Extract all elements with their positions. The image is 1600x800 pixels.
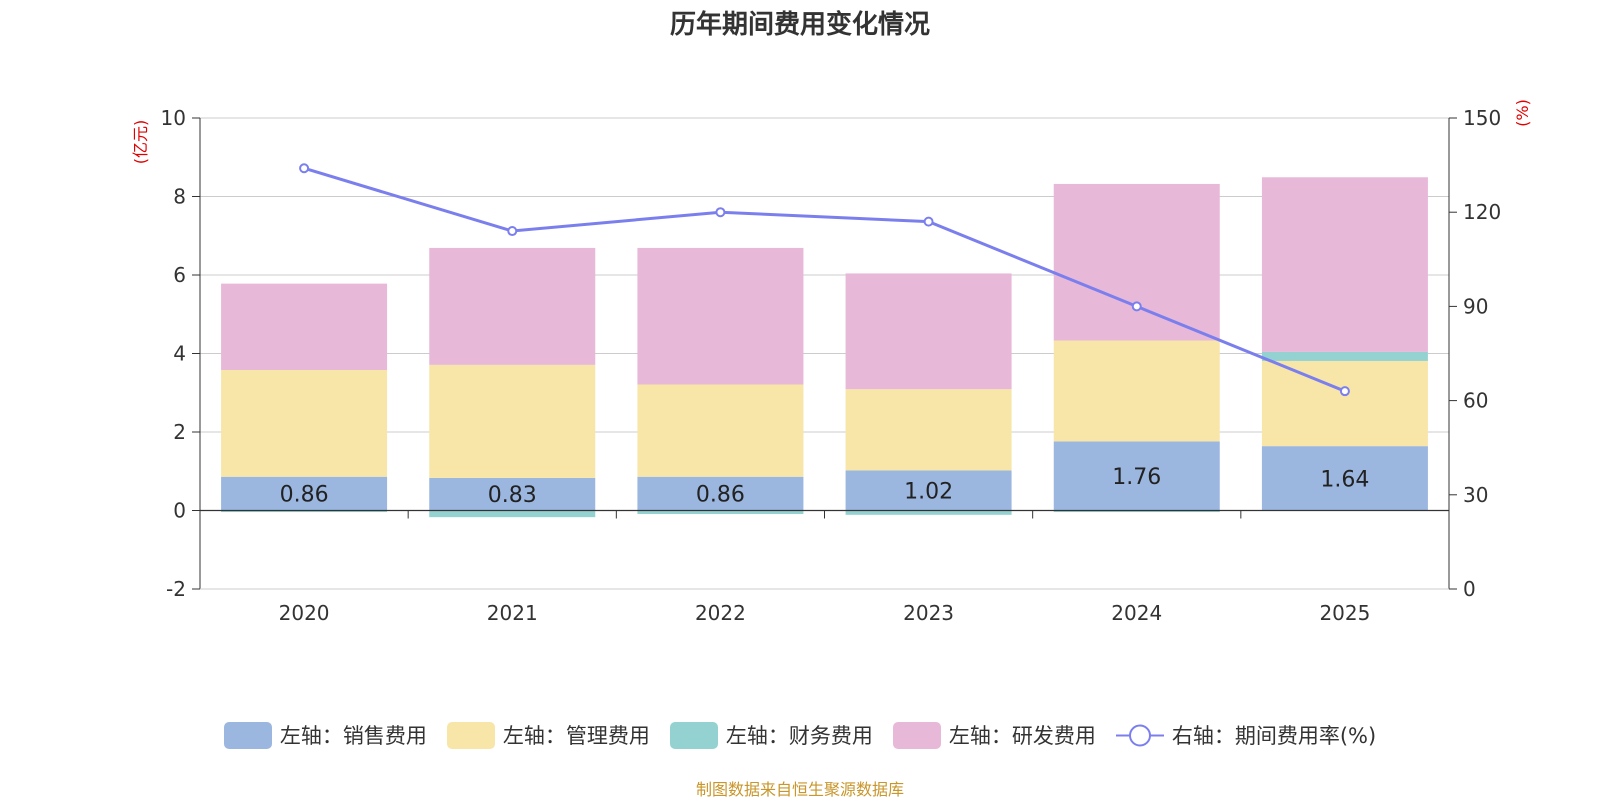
bar-sales (1261, 446, 1428, 511)
rate-point (299, 163, 310, 174)
bar-rnd (637, 247, 804, 385)
rate-point (923, 216, 934, 227)
rate-point (715, 207, 726, 218)
legend-label-rnd: 左轴：研发费用 (948, 724, 1096, 748)
bar-admin (221, 369, 388, 477)
bar-sales (221, 476, 388, 511)
left-tick-label: 2 (173, 420, 186, 444)
legend-item-rate[interactable]: 右轴：期间费用率(%) (1115, 720, 1377, 750)
data-labels: 0.86 0.83 0.86 1.02 1.76 1.64 (280, 465, 1370, 508)
chart-canvas: -2 0 2 4 6 8 10 0 30 60 90 120 150 (亿元) (%) 2020 2021 202… (131, 99, 1532, 625)
legend-item-admin[interactable]: 左轴：管理费用 (446, 720, 650, 750)
bar-rnd (845, 273, 1012, 390)
left-axis-unit: (亿元) (131, 120, 150, 165)
data-label: 0.83 (488, 483, 537, 508)
bar-rnd (221, 283, 388, 370)
right-tick-label: 30 (1463, 483, 1488, 507)
x-tick-label: 2021 (487, 601, 538, 625)
legend-swatch-finance (669, 721, 718, 749)
rate-line-path (303, 166, 1346, 393)
bar-finance (637, 510, 804, 515)
rate-point (1131, 301, 1142, 312)
bar-finance (1261, 351, 1428, 361)
bar-sales (637, 476, 804, 511)
legend-item-sales[interactable]: 左轴：销售费用 (223, 720, 427, 750)
rate-point (1339, 386, 1350, 397)
bar-rnd (1053, 183, 1220, 341)
right-axis-unit: (%) (1513, 99, 1532, 127)
axes: -2 0 2 4 6 8 10 0 30 60 90 120 150 (亿元) (%) 2020 2021 202… (131, 99, 1532, 625)
legend-item-finance[interactable]: 左轴：财务费用 (669, 720, 873, 750)
x-tick-label: 2023 (903, 601, 954, 625)
legend: 左轴：销售费用 左轴：管理费用 左轴：财务费用 左轴：研发费用 右轴：期间费用率… (0, 720, 1600, 750)
right-tick-label: 90 (1463, 294, 1488, 318)
left-tick-label: 4 (173, 342, 186, 366)
bar-admin (637, 384, 804, 477)
right-tick-label: 0 (1463, 577, 1476, 601)
chart-title: 历年期间费用变化情况 (669, 10, 930, 40)
bar-sales (1053, 441, 1220, 511)
left-tick-label: 10 (161, 106, 186, 130)
bar-finance (845, 510, 1012, 515)
x-tick-label: 2022 (695, 601, 746, 625)
rate-point (507, 226, 518, 237)
bar-admin (845, 389, 1012, 471)
left-tick-label: 8 (173, 185, 186, 209)
left-tick-label: 0 (173, 499, 186, 523)
bar-admin (429, 364, 596, 478)
legend-label-finance: 左轴：财务费用 (725, 724, 873, 748)
bar-finance (429, 510, 596, 518)
right-tick-label: 120 (1463, 200, 1501, 224)
bar-admin (1053, 340, 1220, 442)
bar-sales (845, 470, 1012, 511)
data-label: 0.86 (696, 483, 745, 508)
bar-admin (1261, 360, 1428, 447)
data-label: 1.02 (904, 479, 953, 504)
source-note: 制图数据来自恒生聚源数据库 (695, 780, 904, 799)
right-tick-label: 150 (1463, 106, 1501, 130)
right-tick-label: 60 (1463, 389, 1488, 413)
legend-swatch-rnd (892, 721, 941, 749)
data-label: 0.86 (280, 483, 329, 508)
legend-swatch-sales (223, 721, 272, 749)
legend-label-rate: 右轴：期间费用率(%) (1171, 724, 1377, 748)
data-label: 1.76 (1112, 465, 1161, 490)
bars (221, 177, 1428, 518)
bar-finance (1053, 510, 1220, 513)
left-tick-label: 6 (173, 263, 186, 287)
legend-line-marker-icon (1115, 724, 1164, 746)
rate-line (299, 163, 1350, 397)
legend-label-admin: 左轴：管理费用 (502, 724, 650, 748)
bar-finance (221, 510, 388, 513)
x-tick-label: 2024 (1111, 601, 1162, 625)
legend-label-sales: 左轴：销售费用 (279, 724, 427, 748)
legend-swatch-admin (446, 721, 495, 749)
left-tick-label: -2 (166, 577, 186, 601)
data-label: 1.64 (1320, 467, 1369, 492)
legend-item-rnd[interactable]: 左轴：研发费用 (892, 720, 1096, 750)
bar-sales (429, 477, 596, 511)
bar-rnd (429, 247, 596, 365)
x-tick-label: 2020 (279, 601, 330, 625)
x-tick-label: 2025 (1319, 601, 1370, 625)
bar-rnd (1261, 177, 1428, 352)
